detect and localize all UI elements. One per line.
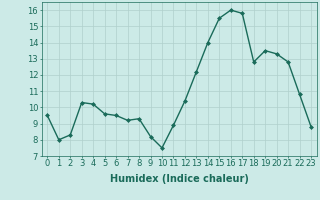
X-axis label: Humidex (Indice chaleur): Humidex (Indice chaleur) (110, 174, 249, 184)
